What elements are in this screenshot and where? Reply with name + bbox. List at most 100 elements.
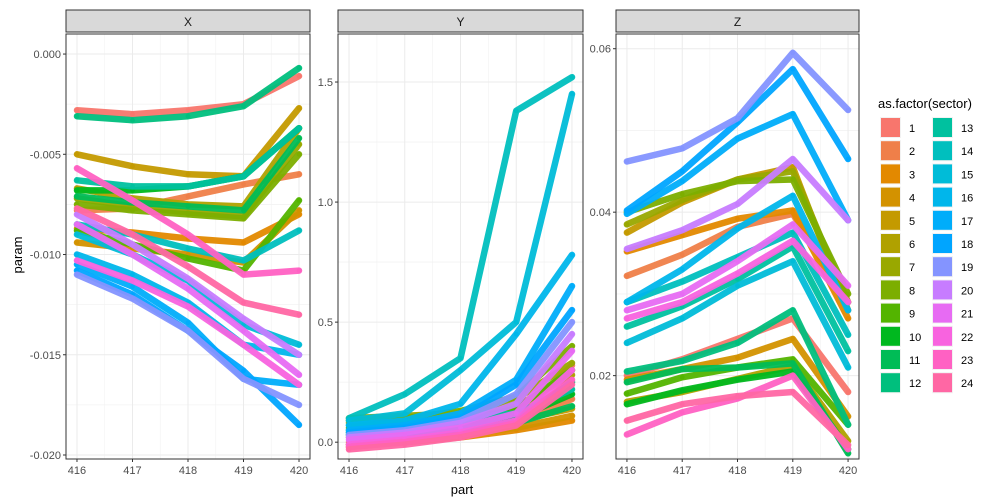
x-tick-label: 417 <box>673 465 691 477</box>
legend-item-22: 22 <box>932 325 973 347</box>
data-point-sector-7 <box>679 197 685 203</box>
data-point-sector-16 <box>74 252 80 257</box>
data-point-sector-15 <box>790 258 796 264</box>
data-point-sector-23 <box>296 268 302 273</box>
data-point-sector-22 <box>296 382 302 388</box>
data-point-sector-12 <box>624 369 630 374</box>
data-point-sector-20 <box>74 212 80 217</box>
data-point-sector-19 <box>735 115 740 121</box>
x-tick-label: 416 <box>618 465 636 477</box>
data-point-sector-14 <box>296 228 302 233</box>
data-point-sector-14 <box>845 332 851 338</box>
data-point-sector-17 <box>569 283 575 289</box>
data-point-sector-10 <box>74 187 80 193</box>
y-tick-label: 0.0 <box>318 437 333 449</box>
data-point-sector-9 <box>679 374 685 380</box>
data-point-sector-23 <box>130 197 135 203</box>
legend-swatch <box>933 234 952 253</box>
legend-swatch <box>933 257 952 277</box>
data-point-sector-1 <box>845 389 851 395</box>
legend-label: 7 <box>909 262 915 274</box>
data-point-sector-13 <box>735 276 740 282</box>
legend-label: 8 <box>909 285 915 297</box>
data-point-sector-21 <box>624 307 630 313</box>
data-point-sector-17 <box>790 111 796 117</box>
legend-label: 1 <box>909 123 915 135</box>
legend-item-8: 8 <box>880 279 915 301</box>
data-point-sector-22 <box>790 238 796 244</box>
data-point-sector-11 <box>296 135 302 141</box>
data-point-sector-21 <box>569 348 575 354</box>
data-point-sector-24 <box>402 442 408 447</box>
y-tick-label: 0.04 <box>590 207 611 219</box>
x-tick-label: 419 <box>234 465 252 477</box>
legend-swatch <box>881 303 900 323</box>
data-point-sector-17 <box>130 284 135 289</box>
x-tick-label: 418 <box>451 465 469 477</box>
legend-item-7: 7 <box>880 256 915 278</box>
y-tick-label: 0.5 <box>318 317 333 329</box>
data-point-sector-21 <box>402 432 408 438</box>
data-point-sector-7 <box>624 222 630 227</box>
data-point-sector-12 <box>679 358 685 364</box>
legend-label: 20 <box>961 285 973 297</box>
legend-swatch <box>933 280 952 300</box>
legend-swatch <box>933 118 952 137</box>
x-tick-label: 420 <box>563 465 581 477</box>
data-point-sector-12 <box>790 307 796 313</box>
data-point-sector-18 <box>624 208 630 213</box>
data-point-sector-20 <box>130 242 135 247</box>
data-point-sector-9 <box>624 391 630 397</box>
y-tick-label: 0.000 <box>33 49 61 61</box>
data-point-sector-3 <box>790 208 796 213</box>
data-point-sector-24 <box>790 389 796 395</box>
y-tick-label: 0.02 <box>590 371 611 383</box>
data-point-sector-18 <box>845 156 851 162</box>
legend-swatch <box>881 234 900 253</box>
data-point-sector-18 <box>679 168 685 174</box>
data-point-sector-22 <box>624 316 630 321</box>
data-point-sector-14 <box>790 230 796 236</box>
legend-item-5: 5 <box>880 209 915 231</box>
y-axis-title: param <box>10 237 25 274</box>
facet-strip <box>615 9 860 33</box>
data-point-sector-18 <box>513 382 519 387</box>
data-point-sector-18 <box>296 422 302 428</box>
data-point-sector-7 <box>569 360 575 366</box>
data-point-sector-19 <box>513 391 519 397</box>
data-point-sector-11 <box>569 403 575 409</box>
data-point-sector-22 <box>241 342 246 348</box>
legend-item-3: 3 <box>880 163 915 185</box>
data-point-sector-4 <box>569 413 575 419</box>
legend-item-14: 14 <box>932 140 973 162</box>
data-point-sector-20 <box>241 316 246 322</box>
legend-label: 3 <box>909 169 915 181</box>
legend-label: 24 <box>961 378 973 390</box>
legend-swatch <box>881 187 900 207</box>
x-axis-ticks: 416 417 418 419 420 <box>340 459 581 477</box>
data-point-sector-9 <box>296 197 302 203</box>
series-lines <box>623 49 852 457</box>
y-tick-label: 1.0 <box>318 197 333 209</box>
legend-item-11: 11 <box>880 349 920 370</box>
data-point-sector-13 <box>185 183 191 189</box>
legend-label: 11 <box>909 355 920 367</box>
legend-swatch <box>881 257 900 277</box>
data-point-sector-24 <box>130 232 135 237</box>
x-tick-label: 420 <box>290 465 308 477</box>
legend-item-16: 16 <box>932 186 973 208</box>
data-point-sector-23 <box>241 272 246 277</box>
x-tick-label: 418 <box>179 465 197 477</box>
data-point-sector-8 <box>185 212 191 217</box>
data-point-sector-3 <box>735 216 740 222</box>
data-point-sector-24 <box>679 401 685 407</box>
data-point-sector-8 <box>569 343 575 349</box>
data-point-sector-18 <box>569 307 575 313</box>
data-point-sector-18 <box>790 66 796 72</box>
legend-label: 15 <box>961 169 973 181</box>
data-point-sector-24 <box>513 422 519 428</box>
data-point-sector-20 <box>185 276 191 281</box>
data-point-sector-19 <box>845 107 851 113</box>
